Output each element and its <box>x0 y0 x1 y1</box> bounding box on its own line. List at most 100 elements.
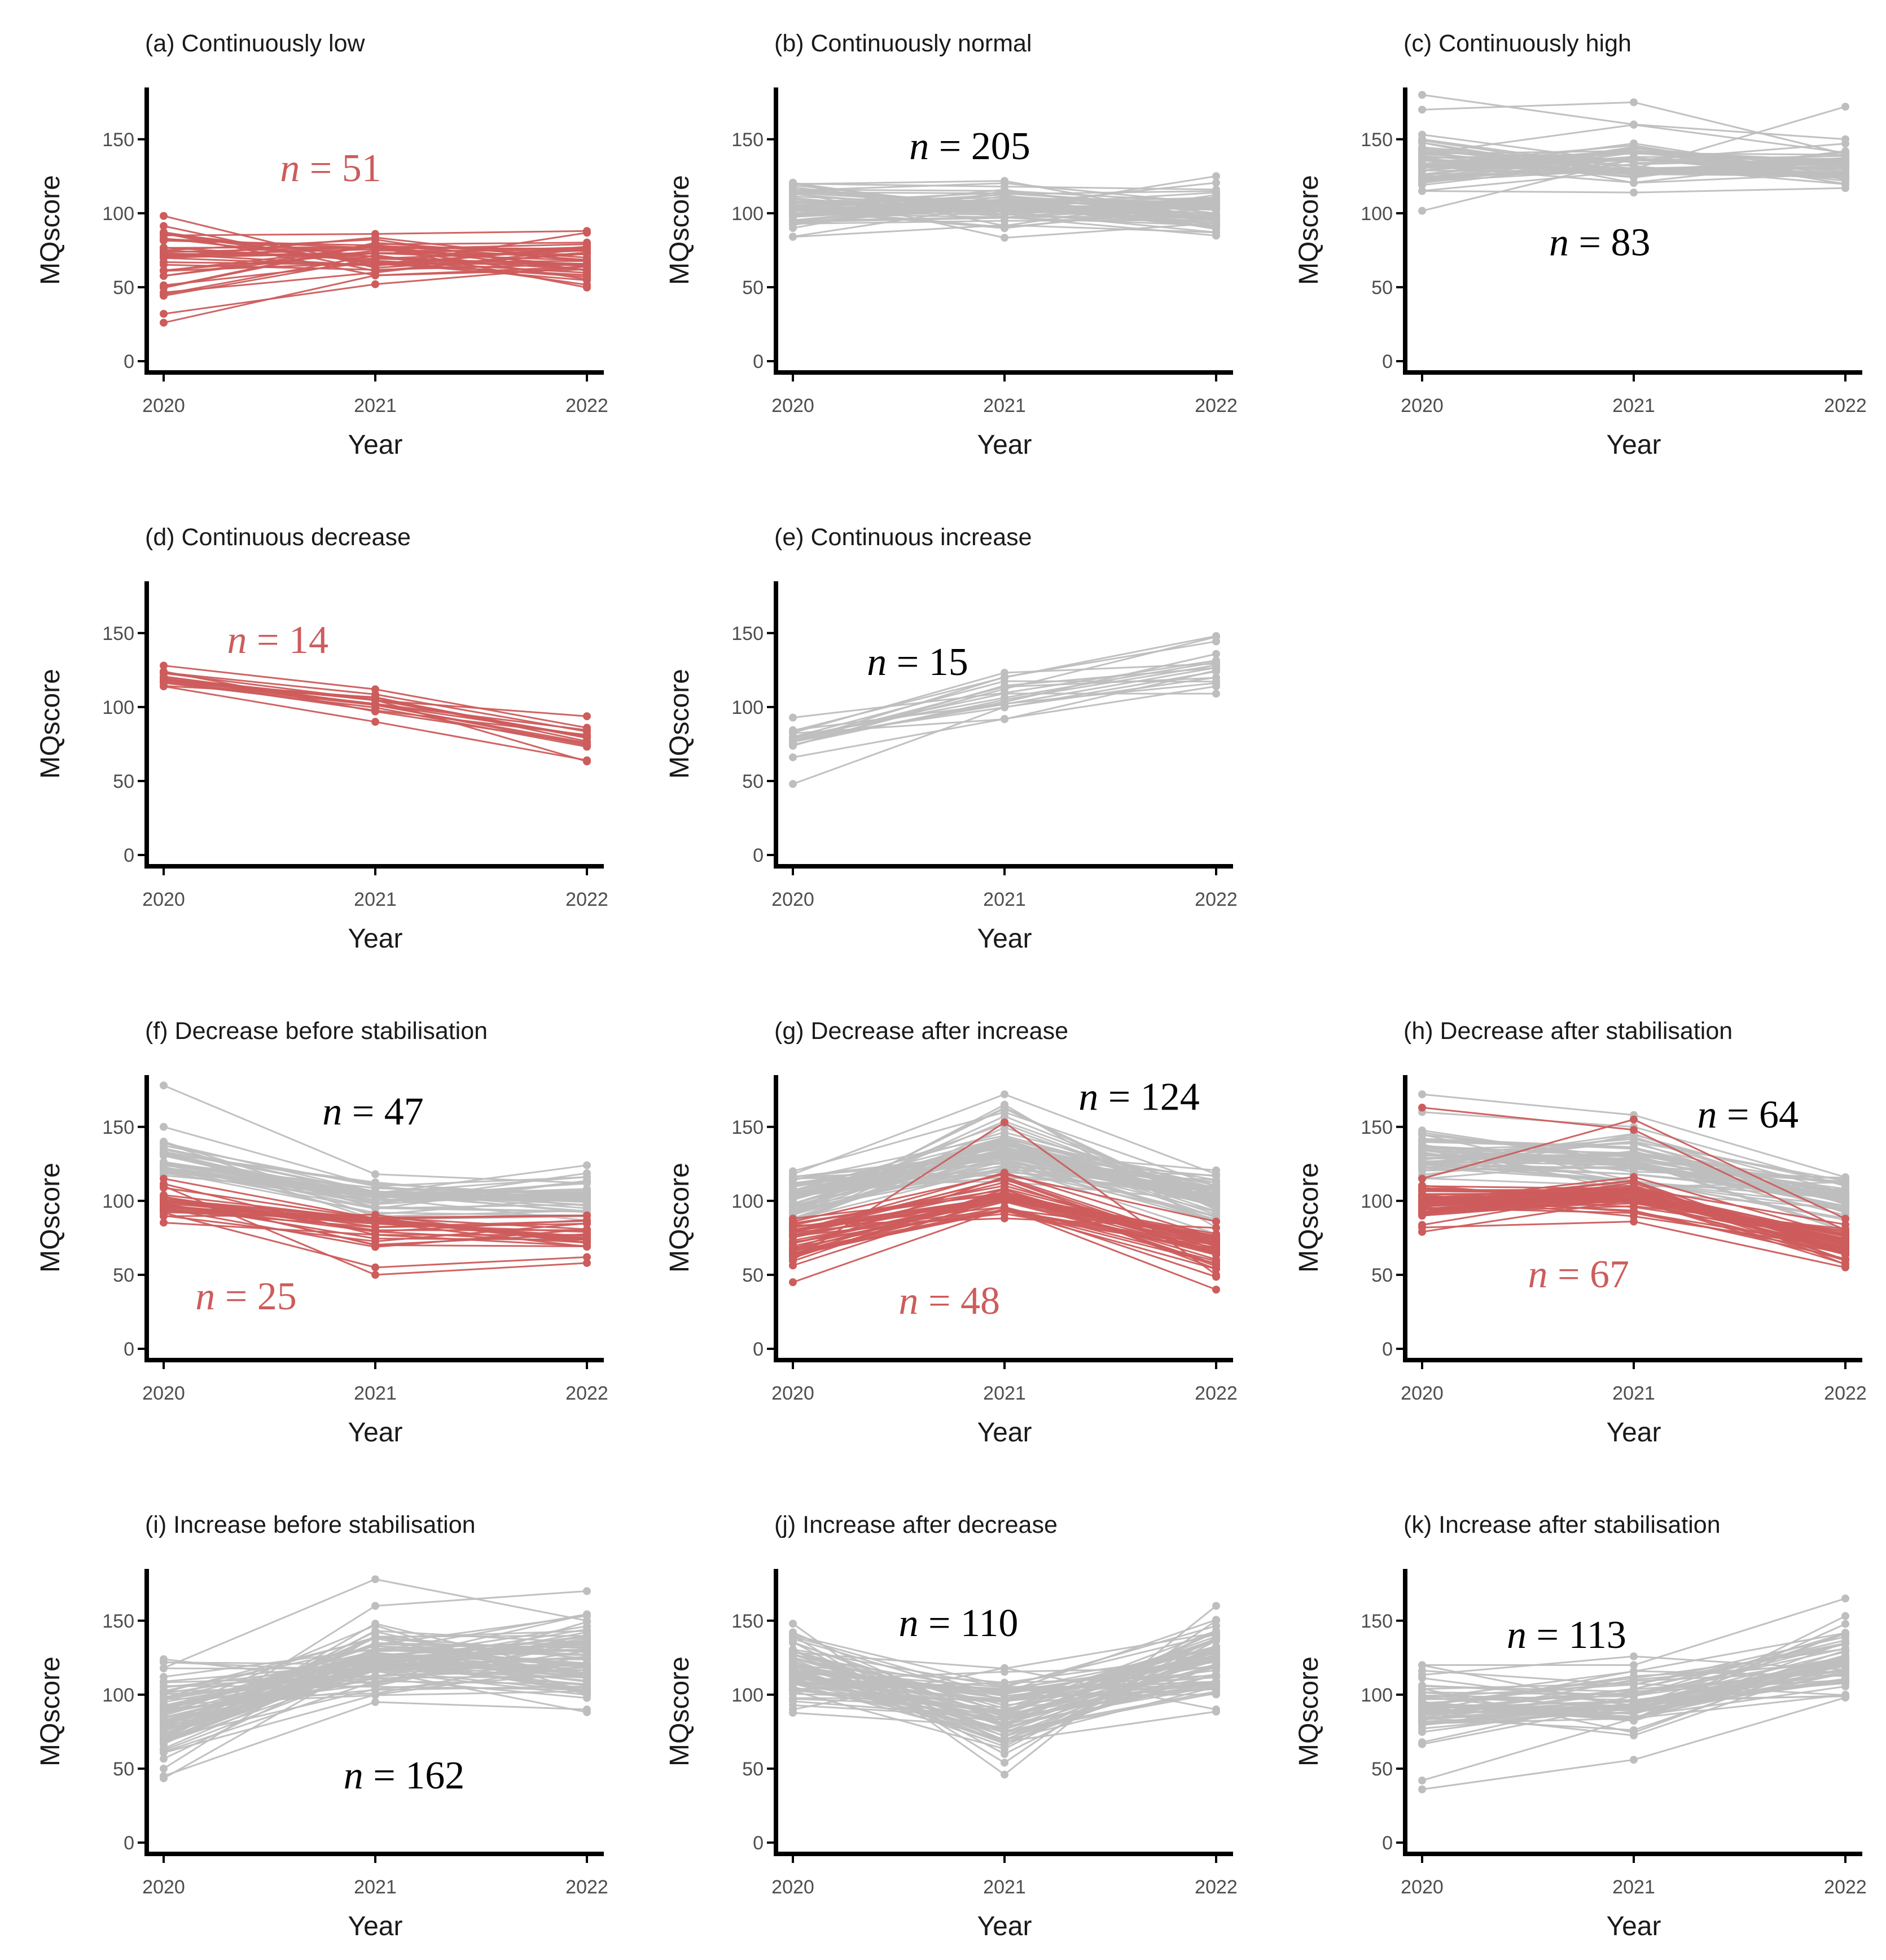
data-point <box>1212 1616 1220 1625</box>
data-point <box>1001 1687 1008 1696</box>
data-point <box>371 1631 379 1639</box>
y-tick-label: 100 <box>102 697 134 718</box>
data-point <box>160 1081 168 1090</box>
x-tick-label: 2020 <box>1401 1383 1444 1404</box>
series-group-primary <box>1418 1090 1849 1235</box>
x-tick-label: 2022 <box>1195 1876 1238 1898</box>
y-tick-label: 0 <box>124 1339 134 1360</box>
data-point <box>1841 1196 1849 1204</box>
data-point <box>583 1179 591 1187</box>
series-group-primary <box>789 632 1220 788</box>
y-tick-label: 50 <box>742 277 764 299</box>
data-point <box>160 1200 168 1208</box>
y-tick-label: 150 <box>731 129 764 151</box>
data-point <box>371 1677 379 1685</box>
data-point <box>1841 1677 1849 1685</box>
x-axis-title: Year <box>348 1911 403 1941</box>
data-point <box>371 1270 379 1279</box>
y-axis-title: MQscore <box>665 669 695 779</box>
data-point <box>1212 1286 1220 1294</box>
data-point <box>1212 1651 1220 1660</box>
data-point <box>160 1218 168 1227</box>
data-point <box>1841 103 1849 111</box>
panel-title: (b) Continuously normal <box>774 30 1032 57</box>
data-point <box>1630 1685 1638 1694</box>
data-point <box>583 1212 591 1220</box>
data-point <box>371 1223 379 1231</box>
n-value: 51 <box>342 147 381 190</box>
n-label: n = 67 <box>1528 1253 1629 1296</box>
series-group-primary <box>160 661 591 766</box>
data-point <box>371 700 379 709</box>
x-tick-label: 2022 <box>565 889 608 910</box>
data-point <box>1418 1785 1426 1794</box>
data-point <box>583 1259 591 1267</box>
x-axis-title: Year <box>1607 430 1661 460</box>
n-label: n = 15 <box>867 641 968 684</box>
x-tick-label: 2022 <box>1824 1876 1867 1898</box>
data-point <box>583 1616 591 1625</box>
y-tick-label: 50 <box>742 1265 764 1286</box>
x-axis-title: Year <box>1607 1418 1661 1448</box>
y-tick-label: 100 <box>102 203 134 225</box>
data-point <box>160 1122 168 1131</box>
data-point <box>789 1705 797 1714</box>
data-point <box>789 1661 797 1669</box>
data-point <box>789 1167 797 1176</box>
data-point <box>160 283 168 291</box>
n-value: 25 <box>257 1275 297 1318</box>
y-axis-title: MQscore <box>36 1656 65 1766</box>
panel-g: (g) Decrease after increase 0 50 100 150 2020… <box>665 1018 1238 1448</box>
panel-title: (a) Continuously low <box>145 30 366 57</box>
n-equals: = <box>215 1275 257 1318</box>
data-point <box>1212 1240 1220 1248</box>
n-value: 110 <box>960 1602 1018 1645</box>
x-axis-title: Year <box>348 924 403 954</box>
data-point <box>1212 1705 1220 1714</box>
data-point <box>1001 187 1008 195</box>
data-point <box>1212 682 1220 691</box>
data-point <box>1418 106 1426 114</box>
data-point <box>1630 98 1638 107</box>
y-tick-label: 50 <box>1371 277 1393 299</box>
data-point <box>1841 1173 1849 1181</box>
n-symbol: n <box>1549 221 1569 264</box>
panel-title: (h) Decrease after stabilisation <box>1403 1018 1733 1045</box>
y-tick-label: 100 <box>1361 1191 1393 1212</box>
data-point <box>1418 1682 1426 1690</box>
panel-c: (c) Continuously high 0 50 100 150 2020 2021 20… <box>1294 30 1867 460</box>
data-point <box>1418 1212 1426 1220</box>
data-point <box>160 1658 168 1667</box>
data-point <box>1630 179 1638 187</box>
series-group-primary <box>160 212 591 327</box>
y-axis-title: MQscore <box>36 669 65 779</box>
n-label: n = 48 <box>899 1279 1000 1323</box>
data-point <box>789 780 797 788</box>
x-tick-label: 2020 <box>1401 395 1444 416</box>
y-tick-label: 50 <box>742 1759 764 1780</box>
data-point <box>1841 1656 1849 1665</box>
data-point <box>1841 175 1849 183</box>
panel-d: (d) Continuous decrease 0 50 100 150 2020 2021… <box>36 524 608 954</box>
n-label: n = 64 <box>1698 1093 1799 1137</box>
data-point <box>160 1192 168 1200</box>
data-point <box>1212 228 1220 236</box>
n-value: 83 <box>1611 221 1650 264</box>
data-point <box>371 1620 379 1628</box>
data-point <box>160 292 168 300</box>
x-axis-title: Year <box>977 1911 1032 1941</box>
x-tick-label: 2022 <box>565 1383 608 1404</box>
data-point <box>583 253 591 262</box>
n-label: n = 51 <box>280 147 381 190</box>
n-equals: = <box>929 125 971 168</box>
data-point <box>371 1691 379 1699</box>
y-tick-label: 0 <box>1382 1832 1393 1854</box>
y-axis-title: MQscore <box>1294 1656 1324 1766</box>
data-point <box>1418 1224 1426 1232</box>
panel-title: (d) Continuous decrease <box>145 524 411 551</box>
n-value: 15 <box>929 641 968 684</box>
data-point <box>1001 177 1008 185</box>
x-tick-label: 2020 <box>771 395 814 416</box>
data-point <box>1630 165 1638 173</box>
data-point <box>1418 187 1426 195</box>
